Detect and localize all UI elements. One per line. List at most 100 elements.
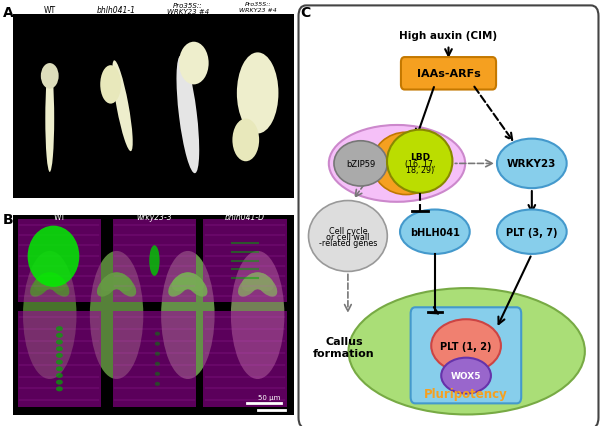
Ellipse shape xyxy=(56,333,63,338)
Bar xyxy=(13,309,294,409)
Text: ProPLT1:PLT1-GFP: ProPLT1:PLT1-GFP xyxy=(5,334,10,384)
Ellipse shape xyxy=(56,353,63,358)
Ellipse shape xyxy=(441,358,491,394)
Text: WOX5: WOX5 xyxy=(451,371,481,380)
Ellipse shape xyxy=(56,386,63,391)
Ellipse shape xyxy=(168,274,190,297)
Ellipse shape xyxy=(38,273,62,290)
Text: PLT (3, 7): PLT (3, 7) xyxy=(506,227,557,237)
Text: High auxin (CIM): High auxin (CIM) xyxy=(400,31,497,41)
Ellipse shape xyxy=(41,64,59,89)
Ellipse shape xyxy=(56,360,63,365)
Ellipse shape xyxy=(155,382,160,386)
Ellipse shape xyxy=(308,201,387,272)
FancyBboxPatch shape xyxy=(410,308,521,403)
Text: A: A xyxy=(3,6,14,20)
Text: Callus
formation: Callus formation xyxy=(313,336,375,358)
Ellipse shape xyxy=(149,246,160,276)
Text: WT: WT xyxy=(53,213,65,222)
Ellipse shape xyxy=(90,251,143,379)
Ellipse shape xyxy=(43,273,66,292)
Ellipse shape xyxy=(56,380,63,385)
Bar xyxy=(13,217,294,305)
Ellipse shape xyxy=(241,273,265,292)
Ellipse shape xyxy=(56,366,63,371)
Ellipse shape xyxy=(387,130,452,193)
Bar xyxy=(113,219,196,302)
Text: or cell wall: or cell wall xyxy=(326,233,370,242)
Ellipse shape xyxy=(181,273,204,292)
Ellipse shape xyxy=(497,139,566,189)
Bar xyxy=(13,215,294,415)
Ellipse shape xyxy=(34,273,57,292)
FancyBboxPatch shape xyxy=(401,58,496,90)
Text: IAAs-ARFs: IAAs-ARFs xyxy=(416,69,481,79)
Ellipse shape xyxy=(179,43,209,85)
Ellipse shape xyxy=(172,273,195,292)
Text: Pro35S::: Pro35S:: xyxy=(244,2,271,7)
Ellipse shape xyxy=(56,346,63,351)
Text: wrky23-3: wrky23-3 xyxy=(137,213,172,222)
Ellipse shape xyxy=(155,332,160,336)
Ellipse shape xyxy=(231,251,284,379)
Ellipse shape xyxy=(246,273,269,290)
Text: bZIP59: bZIP59 xyxy=(346,159,375,169)
Ellipse shape xyxy=(238,274,259,297)
Ellipse shape xyxy=(431,320,501,372)
Text: ProWOX5:GFP-ER: ProWOX5:GFP-ER xyxy=(5,237,10,285)
Ellipse shape xyxy=(256,274,277,297)
Ellipse shape xyxy=(110,273,133,292)
Ellipse shape xyxy=(23,251,76,379)
Text: bhlh041-1: bhlh041-1 xyxy=(97,6,136,15)
Ellipse shape xyxy=(104,273,128,290)
Ellipse shape xyxy=(115,274,136,297)
Ellipse shape xyxy=(237,53,278,134)
Text: (16, 17,: (16, 17, xyxy=(404,160,435,169)
FancyBboxPatch shape xyxy=(299,6,598,426)
Bar xyxy=(113,311,196,407)
Ellipse shape xyxy=(251,273,274,292)
Text: Pluripotency: Pluripotency xyxy=(424,388,508,400)
Ellipse shape xyxy=(176,56,199,174)
Ellipse shape xyxy=(232,119,259,162)
Text: PLT (1, 2): PLT (1, 2) xyxy=(440,341,492,351)
Ellipse shape xyxy=(334,141,387,187)
Text: LBD: LBD xyxy=(410,153,430,162)
Ellipse shape xyxy=(176,273,200,290)
Bar xyxy=(18,311,101,407)
Ellipse shape xyxy=(329,126,465,202)
Ellipse shape xyxy=(497,210,566,254)
Ellipse shape xyxy=(97,274,118,297)
Ellipse shape xyxy=(155,342,160,346)
Ellipse shape xyxy=(56,373,63,378)
Ellipse shape xyxy=(30,274,52,297)
Ellipse shape xyxy=(155,362,160,366)
Text: C: C xyxy=(300,6,310,20)
Text: B: B xyxy=(3,213,14,227)
Text: WRKY23 #4: WRKY23 #4 xyxy=(239,8,277,13)
Text: WRKY23: WRKY23 xyxy=(507,159,557,169)
Ellipse shape xyxy=(56,326,63,331)
Text: 50 μm: 50 μm xyxy=(258,394,281,400)
Ellipse shape xyxy=(155,352,160,356)
Text: -related genes: -related genes xyxy=(319,239,377,248)
Bar xyxy=(203,311,287,407)
Ellipse shape xyxy=(56,340,63,345)
Ellipse shape xyxy=(400,210,470,254)
Text: bhlh041-D: bhlh041-D xyxy=(225,213,265,222)
Ellipse shape xyxy=(155,372,160,376)
Text: 18, 29): 18, 29) xyxy=(406,166,434,175)
Text: WT: WT xyxy=(44,6,56,15)
Text: WRKY23 #4: WRKY23 #4 xyxy=(167,9,209,15)
Ellipse shape xyxy=(100,273,124,292)
Ellipse shape xyxy=(372,133,440,195)
Ellipse shape xyxy=(45,66,54,173)
Bar xyxy=(203,219,287,302)
Ellipse shape xyxy=(186,274,208,297)
Ellipse shape xyxy=(100,66,121,104)
Ellipse shape xyxy=(28,226,79,287)
Ellipse shape xyxy=(161,251,215,379)
Ellipse shape xyxy=(112,61,133,152)
Text: Regeneration: Regeneration xyxy=(3,287,12,343)
Text: Pro35S::: Pro35S:: xyxy=(173,3,203,9)
